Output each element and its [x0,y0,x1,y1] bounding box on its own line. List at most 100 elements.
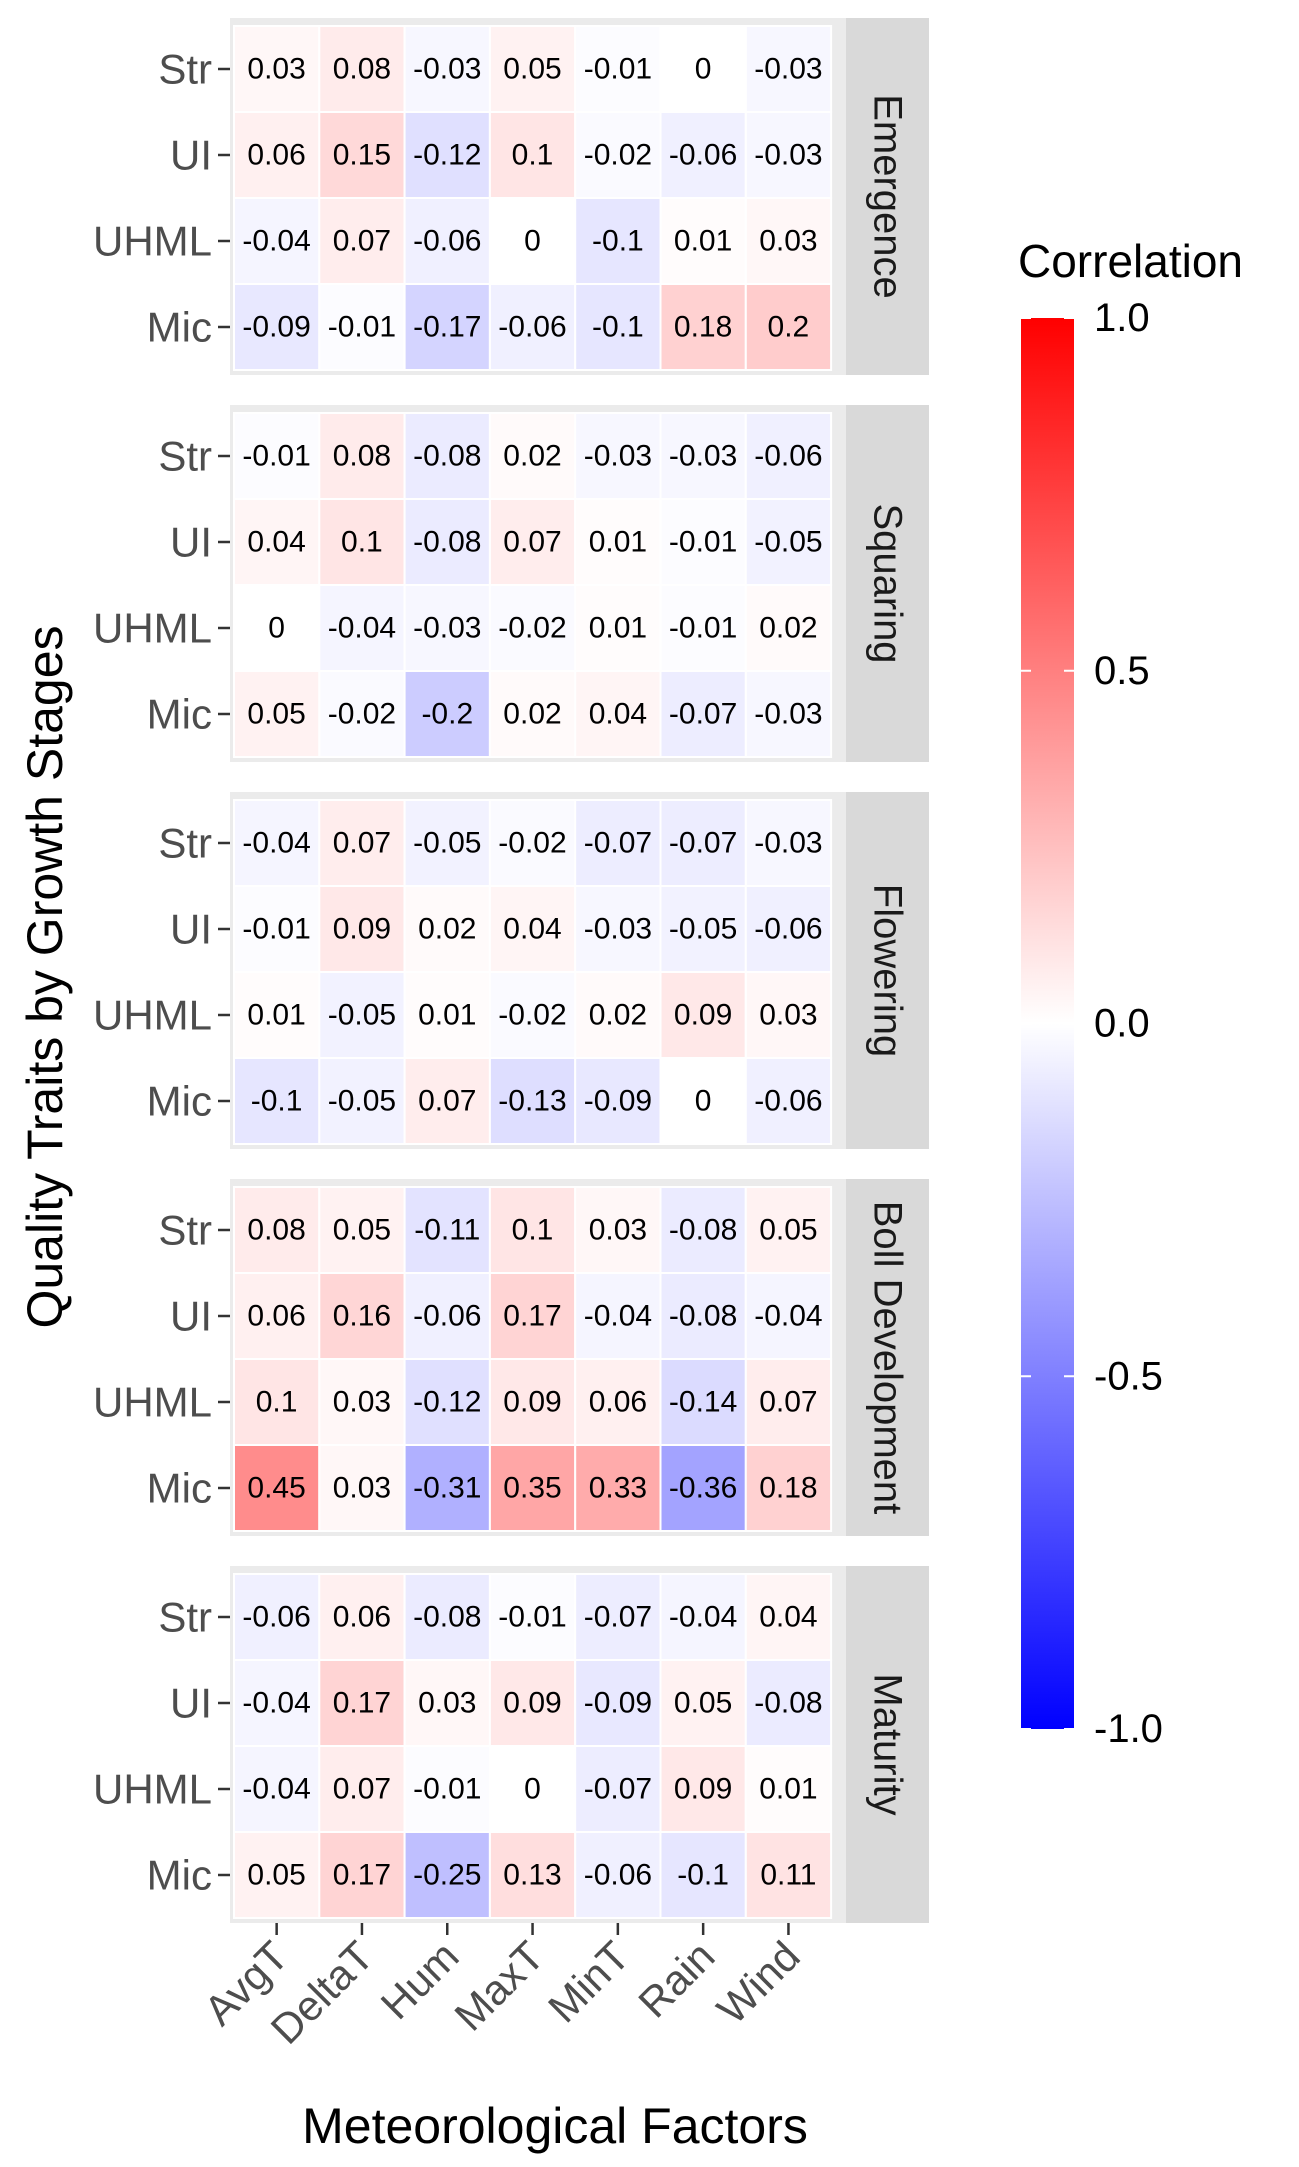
heatmap-cell [659,111,747,199]
heatmap-cell [574,885,662,973]
cell-value-label: -0.08 [669,1300,737,1333]
cell-value-label: -0.06 [413,225,481,258]
y-tick-label: Mic [147,691,212,738]
heatmap-cell [488,799,577,887]
cell-value-label: -0.01 [669,526,737,559]
heatmap-cell [659,971,747,1059]
heatmap-cell [233,1358,321,1446]
cell-value-label: -0.04 [669,1601,737,1634]
heatmap-cell [659,799,747,887]
cell-value-label: -0.17 [413,311,481,344]
heatmap-cell [488,885,577,973]
cell-value-label: 0.01 [418,999,476,1032]
panel-maturity: Maturity -0.06 0.06 -0.08 -0.01 -0.07 -0.04 0.0… [93,1566,929,1923]
y-tick-label: UHML [93,605,212,652]
heatmap-cell [744,1659,833,1747]
cell-value-label: 0.33 [589,1472,647,1505]
heatmap-cell [318,1057,406,1145]
cell-value-label: -0.07 [584,1601,652,1634]
cell-value-label: 0.09 [333,913,391,946]
facet-strip-label: Flowering [866,884,910,1057]
y-tick-label: Str [158,46,212,93]
cell-value-label: 0.1 [512,139,554,172]
heatmap-cell [574,283,662,371]
cell-value-label: 0.09 [503,1687,561,1720]
cell-value-label: 0.2 [768,311,810,344]
cell-value-label: 0 [524,225,541,258]
heatmap-cell [744,197,833,285]
heatmap-cell [318,885,406,973]
facet-strip [846,792,929,1149]
heatmap-cell [488,1444,577,1532]
heatmap-cell [659,25,747,113]
heatmap-cell [488,1186,577,1274]
heatmap-cell [318,498,406,586]
heatmap-cell [744,283,833,371]
cell-value-label: 0.03 [759,225,817,258]
heatmap-cell [574,584,662,672]
cell-value-label: -0.03 [754,53,822,86]
heatmap-cell [318,799,406,887]
facet-strip [846,1179,929,1536]
legend-tick-label: 1.0 [1094,296,1150,340]
cell-value-label: 0.01 [674,225,732,258]
cell-value-label: -0.03 [754,827,822,860]
cell-value-label: 0.18 [674,311,732,344]
cell-value-label: -0.08 [413,440,481,473]
y-tick-label: UI [170,1293,212,1340]
cell-value-label: -0.02 [498,999,566,1032]
heatmap-cell [403,971,491,1059]
heatmap-cell [488,1659,577,1747]
heatmap-cell [488,1831,577,1919]
cell-value-label: -0.02 [328,698,396,731]
legend-tick-label: -0.5 [1094,1354,1163,1398]
cell-value-label: 0.01 [589,526,647,559]
cell-value-label: 0.05 [674,1687,732,1720]
heatmap-cell [744,670,833,758]
heatmap-cell [318,1573,406,1661]
facet-panels: Emergence 0.03 0.08 -0.03 0.05 -0.01 0 -0.03 Str… [93,18,929,1923]
y-tick-label: Str [158,1594,212,1641]
heatmap-cell [488,197,577,285]
heatmap-cell [233,283,321,371]
heatmap-cell [233,670,321,758]
cell-value-label: -0.07 [584,827,652,860]
heatmap-cell [744,111,833,199]
cell-value-label: 0.05 [503,53,561,86]
heatmap-cell [659,498,747,586]
heatmap-cell [318,283,406,371]
heatmap-cell [574,197,662,285]
cell-value-label: 0.17 [333,1859,391,1892]
cell-value-label: 0.08 [333,53,391,86]
heatmap-cell [233,1444,321,1532]
cell-value-label: 0.06 [589,1386,647,1419]
facet-strip-label: Maturity [866,1673,910,1815]
facet-strip [846,405,929,762]
facet-strip [846,1566,929,1923]
y-tick-label: UHML [93,1766,212,1813]
cell-value-label: -0.09 [584,1085,652,1118]
cell-value-label: 0.05 [333,1214,391,1247]
y-tick-label: UI [170,519,212,566]
cell-value-label: -0.1 [592,311,644,344]
cell-value-label: 0.03 [759,999,817,1032]
y-tick-label: Mic [147,1465,212,1512]
y-tick-label: UHML [93,1379,212,1426]
heatmap-cell [574,1358,662,1446]
heatmap-cell [744,412,833,500]
heatmap-cell [744,1057,833,1145]
cell-value-label: -0.02 [584,139,652,172]
legend-tick-label: 0.0 [1094,1002,1150,1046]
cell-value-label: -0.09 [584,1687,652,1720]
cell-value-label: 0.18 [759,1472,817,1505]
cell-value-label: -0.08 [413,526,481,559]
cell-value-label: -0.01 [584,53,652,86]
cell-value-label: -0.09 [242,311,310,344]
heatmap-cell [403,283,491,371]
y-tick-label: Str [158,1207,212,1254]
cell-value-label: 0.09 [503,1386,561,1419]
heatmap-cell [318,1831,406,1919]
cell-value-label: -0.05 [328,999,396,1032]
cell-value-label: -0.03 [754,698,822,731]
heatmap-cell [744,1186,833,1274]
